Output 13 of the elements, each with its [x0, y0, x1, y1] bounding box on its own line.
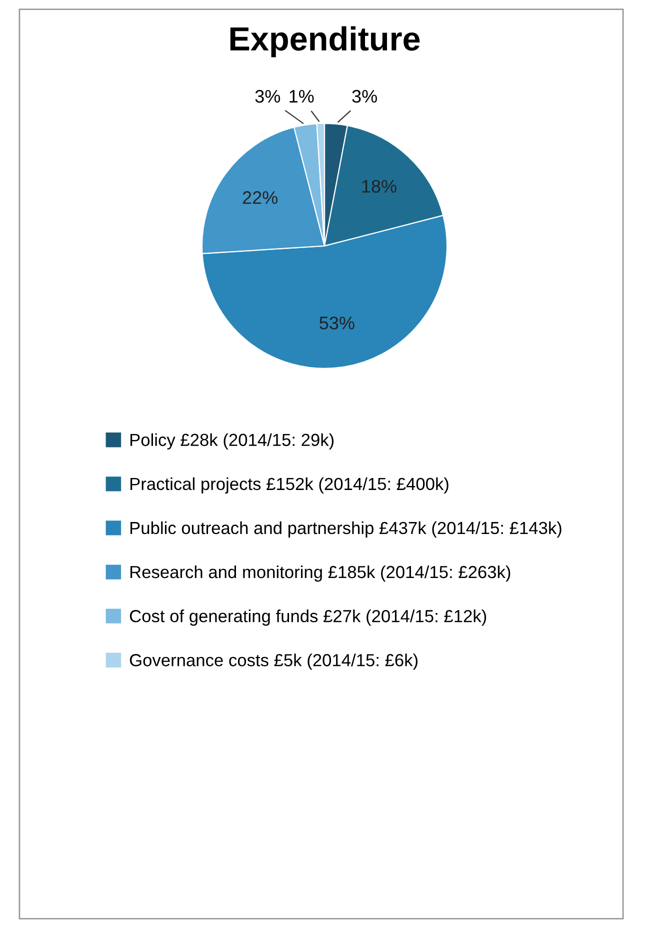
legend-label: Policy £28k (2014/15: 29k)	[130, 433, 334, 450]
data-label: 1%	[290, 90, 314, 103]
data-label: 22%	[242, 191, 278, 204]
legend-label: Governance costs £5k (2014/15: £6k)	[130, 654, 418, 670]
data-label: 18%	[362, 180, 396, 193]
legend-label: Cost of generating funds £27k (2014/15: £12k)	[130, 610, 486, 626]
data-label: 53%	[320, 316, 354, 330]
legend-label: Practical projects £152k (2014/15: £400k)	[130, 477, 448, 494]
legend-label: Research and monitoring £185k (2014/15: £263k)	[130, 565, 510, 582]
legend-label: Public outreach and partnership £437k (2014/15: £143k)	[130, 521, 562, 538]
chart-title: Expenditure	[230, 26, 420, 58]
data-label: 3%	[255, 90, 280, 103]
data-label: 3%	[352, 90, 377, 103]
